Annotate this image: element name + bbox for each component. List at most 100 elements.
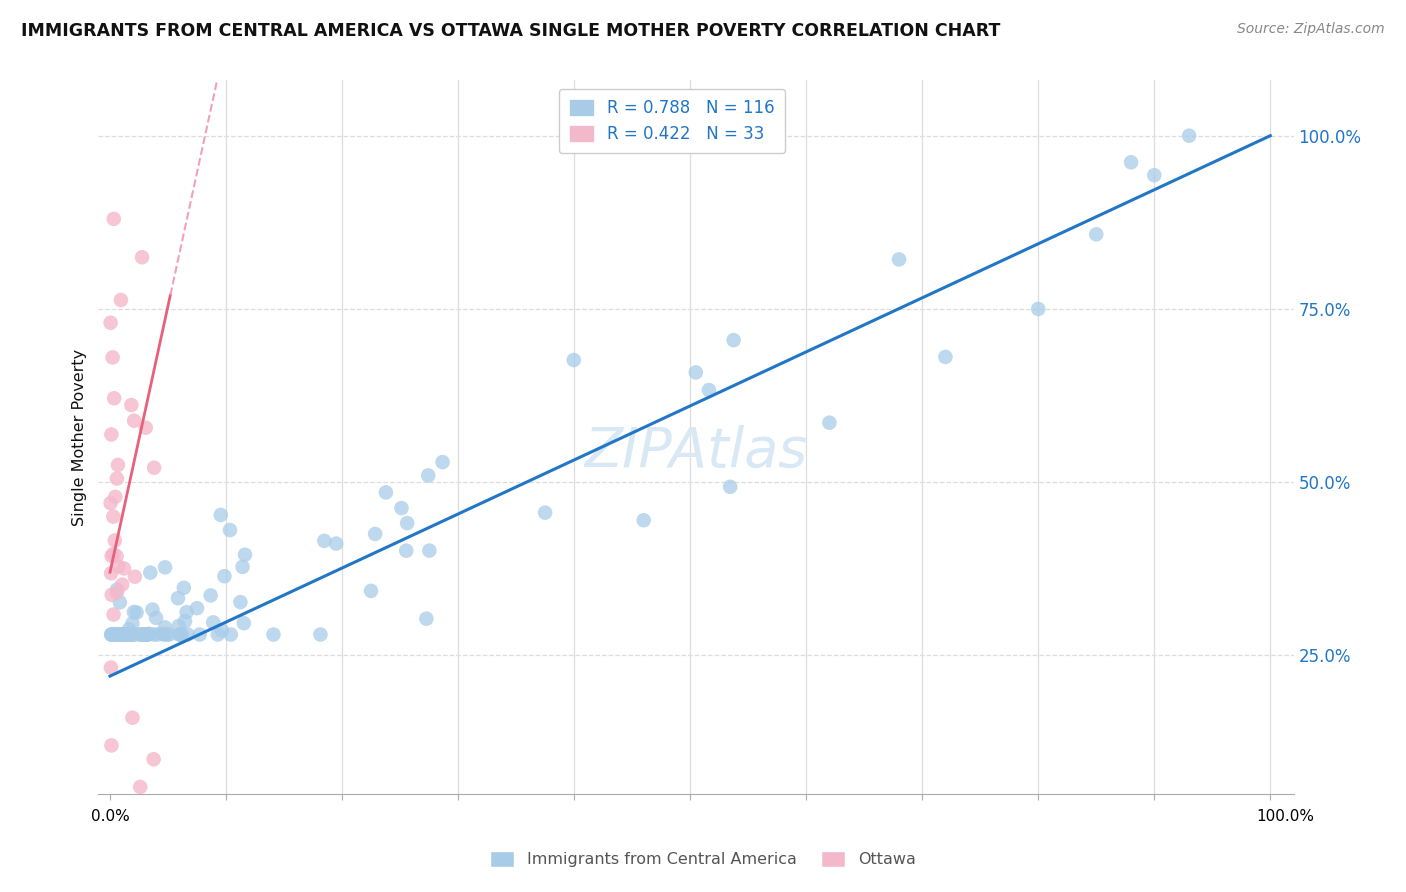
Point	[120, 398, 142, 412]
Point	[562, 353, 585, 368]
Point	[117, 627, 139, 641]
Point	[818, 416, 841, 430]
Point	[176, 627, 198, 641]
Point	[103, 509, 125, 524]
Point	[108, 595, 131, 609]
Point	[169, 627, 191, 641]
Point	[143, 460, 166, 475]
Point	[105, 549, 128, 564]
Point	[117, 627, 139, 641]
Point	[142, 627, 165, 641]
Point	[117, 627, 139, 641]
Point	[103, 211, 125, 226]
Point	[219, 627, 242, 641]
Point	[173, 581, 195, 595]
Point	[100, 566, 122, 581]
Point	[141, 602, 163, 616]
Point	[156, 627, 179, 641]
Y-axis label: Single Mother Poverty: Single Mother Poverty	[72, 349, 87, 525]
Point	[136, 627, 159, 641]
Point	[718, 480, 741, 494]
Point	[100, 627, 122, 641]
Point	[131, 627, 153, 641]
Point	[633, 513, 655, 527]
Point	[117, 627, 139, 641]
Point	[142, 752, 165, 766]
Point	[103, 627, 125, 641]
Text: 100.0%: 100.0%	[1257, 809, 1315, 823]
Point	[132, 627, 155, 641]
Point	[136, 627, 159, 641]
Point	[391, 501, 413, 516]
Point	[100, 496, 122, 510]
Point	[101, 627, 124, 641]
Point	[170, 627, 193, 641]
Point	[105, 627, 128, 641]
Point	[262, 627, 284, 641]
Point	[685, 366, 707, 380]
Point	[118, 627, 141, 641]
Point	[415, 612, 437, 626]
Point	[202, 615, 225, 630]
Point	[122, 627, 145, 641]
Point	[135, 627, 157, 641]
Text: IMMIGRANTS FROM CENTRAL AMERICA VS OTTAWA SINGLE MOTHER POVERTY CORRELATION CHAR: IMMIGRANTS FROM CENTRAL AMERICA VS OTTAW…	[21, 22, 1001, 40]
Point	[104, 490, 127, 504]
Point	[112, 627, 135, 641]
Point	[209, 508, 232, 522]
Point	[1143, 168, 1166, 182]
Point	[121, 627, 143, 641]
Point	[121, 711, 143, 725]
Point	[101, 627, 124, 641]
Point	[1178, 128, 1201, 143]
Point	[107, 458, 129, 472]
Point	[120, 627, 142, 641]
Point	[124, 627, 146, 641]
Point	[211, 624, 233, 638]
Point	[153, 627, 176, 641]
Point	[934, 350, 956, 364]
Point	[105, 472, 128, 486]
Point	[103, 547, 125, 561]
Legend: Immigrants from Central America, Ottawa: Immigrants from Central America, Ottawa	[482, 843, 924, 875]
Point	[112, 627, 135, 641]
Point	[122, 605, 145, 619]
Point	[115, 627, 138, 641]
Point	[374, 485, 396, 500]
Point	[114, 627, 136, 641]
Point	[167, 619, 190, 633]
Point	[124, 570, 146, 584]
Point	[174, 614, 197, 628]
Point	[107, 559, 129, 574]
Point	[132, 627, 155, 641]
Point	[232, 616, 254, 631]
Point	[396, 516, 419, 530]
Point	[100, 627, 122, 641]
Point	[138, 627, 160, 641]
Point	[101, 627, 124, 641]
Point	[1026, 301, 1049, 316]
Point	[1085, 227, 1108, 242]
Point	[120, 627, 142, 641]
Point	[100, 739, 122, 753]
Point	[122, 414, 145, 428]
Point	[1119, 155, 1142, 169]
Point	[214, 569, 236, 583]
Point	[135, 627, 157, 641]
Point	[134, 627, 156, 641]
Point	[887, 252, 910, 267]
Point	[111, 627, 134, 641]
Text: Source: ZipAtlas.com: Source: ZipAtlas.com	[1237, 22, 1385, 37]
Point	[118, 623, 141, 637]
Point	[309, 627, 332, 641]
Point	[100, 549, 122, 563]
Point	[121, 627, 143, 641]
Point	[121, 616, 143, 631]
Point	[723, 333, 745, 347]
Point	[418, 468, 440, 483]
Point	[232, 559, 254, 574]
Point	[534, 506, 557, 520]
Point	[100, 588, 122, 602]
Point	[364, 527, 387, 541]
Point	[139, 566, 162, 580]
